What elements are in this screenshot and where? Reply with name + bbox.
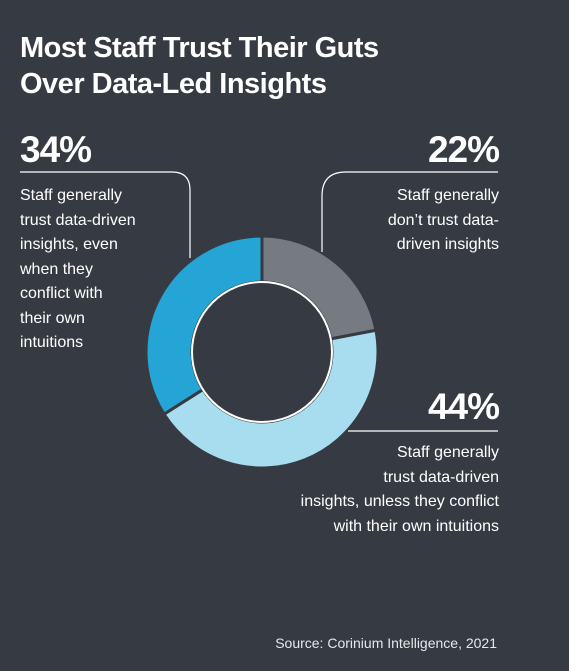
donut-slices	[144, 234, 380, 470]
inner-ring-outline	[191, 281, 333, 423]
description-line: when they	[20, 260, 93, 278]
title-line: Most Staff Trust Their Guts	[20, 32, 379, 64]
description-line: conflict with	[20, 285, 103, 302]
description-line: insights, unless they conflict	[300, 493, 499, 510]
slice-label-44: 44%	[427, 386, 500, 427]
description-line: trust data-driven	[20, 211, 136, 229]
slice-description-44: Staff generally trust data-driven insigh…	[301, 441, 499, 539]
description-line: Staff generally	[20, 187, 122, 204]
connector-line-top-right	[321, 171, 498, 252]
donut-slice-22	[260, 234, 378, 341]
description-line: Staff generally	[397, 444, 499, 461]
slice-description-34: Staff generally trust data-driven insigh…	[20, 184, 136, 356]
slice-label-34: 34%	[20, 129, 92, 170]
description-line: don’t trust data-	[387, 211, 499, 229]
donut-slice-34	[144, 234, 264, 417]
description-line: insights, even	[20, 236, 118, 253]
slice-label-22: 22%	[427, 129, 500, 170]
title-line: Over Data-Led Insights	[20, 68, 327, 100]
connector-line-left	[20, 171, 191, 258]
description-line: trust data-driven	[383, 468, 499, 486]
description-line: their own	[20, 309, 85, 327]
slice-description-22: Staff generally don’t trust data- driven…	[388, 184, 499, 258]
description-line: driven insights	[396, 236, 499, 253]
description-line: with their own intuitions	[333, 517, 499, 535]
description-line: Staff generally	[397, 187, 499, 204]
source-note: Source: Corinium Intelligence, 2021	[275, 635, 497, 651]
chart-title: Most Staff Trust Their Guts Over Data-Le…	[20, 30, 379, 102]
description-line: intuitions	[20, 334, 84, 351]
